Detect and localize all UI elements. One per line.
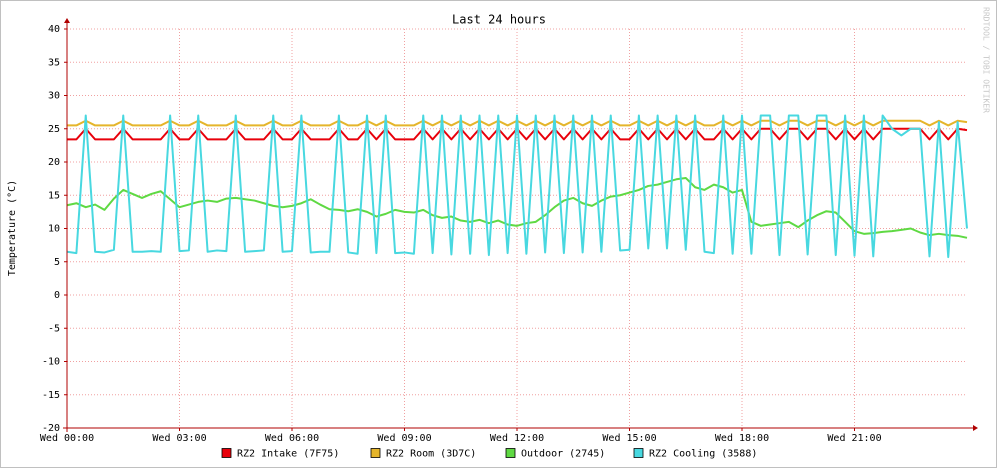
grid [66, 28, 967, 429]
legend-label: RZ2 Cooling (3588) [649, 449, 757, 460]
y-tick-label: 5 [54, 257, 60, 268]
y-axis-label: Temperature (°C) [7, 180, 18, 276]
y-tick-label: -20 [42, 423, 60, 434]
y-tick-label: -10 [42, 357, 60, 368]
y-tick-label: -5 [48, 323, 60, 334]
legend-swatch [370, 448, 381, 458]
x-tick-label: Wed 18:00 [715, 433, 769, 444]
axes: -20 -15 -10 -5 0 5 10 15 20 25 30 35 40 Wed 00:00 Wed … [40, 18, 978, 444]
y-tick-label: 20 [48, 157, 60, 168]
watermark: RRDTOOL / TOBI OETIKER [982, 7, 991, 113]
x-tick-label: Wed 03:00 [152, 433, 206, 444]
x-tick-label: Wed 00:00 [40, 433, 94, 444]
y-tick-label: 30 [48, 91, 60, 102]
legend-label: RZ2 Intake (7F75) [237, 449, 339, 460]
legend-swatch [505, 448, 516, 458]
y-tick-label: 10 [48, 224, 60, 235]
y-tick-label: 40 [48, 24, 60, 35]
plot [66, 114, 968, 259]
legend-swatch [633, 448, 644, 458]
legend-swatch [221, 448, 232, 458]
chart-title: Last 24 hours [452, 13, 546, 27]
x-tick-label: Wed 12:00 [490, 433, 544, 444]
y-tick-label: 0 [54, 290, 60, 301]
series-line [66, 176, 968, 239]
x-tick-label: Wed 06:00 [265, 433, 319, 444]
x-axis-arrow [973, 425, 978, 431]
y-axis-arrow [64, 18, 70, 23]
legend: RZ2 Intake (7F75) RZ2 Room (3D7C) Outdoor … [221, 448, 757, 460]
legend-label: RZ2 Room (3D7C) [386, 449, 476, 460]
x-tick-label: Wed 21:00 [827, 433, 881, 444]
y-tick-label: -15 [42, 390, 60, 401]
y-tick-label: 15 [48, 190, 60, 201]
series-line [66, 114, 968, 259]
y-tick-label: 25 [48, 124, 60, 135]
legend-label: Outdoor (2745) [521, 449, 605, 460]
x-tick-label: Wed 09:00 [377, 433, 431, 444]
x-tick-label: Wed 15:00 [602, 433, 656, 444]
y-tick-label: 35 [48, 57, 60, 68]
